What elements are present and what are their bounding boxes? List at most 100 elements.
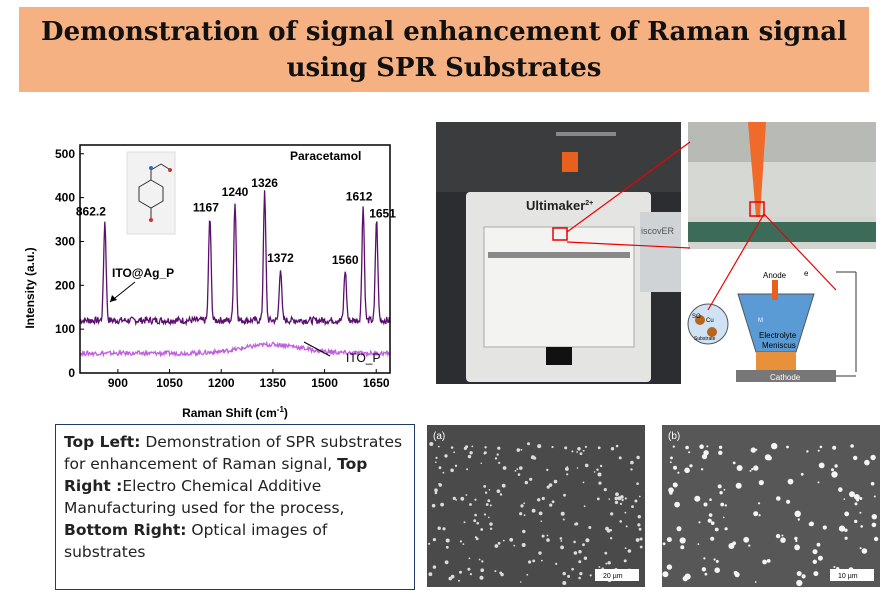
particle [582, 481, 585, 484]
series-label-ito-ag: ITO@Ag_P [112, 266, 174, 280]
x-axis-label: Raman Shift (cm-1) [182, 405, 288, 420]
particle [520, 504, 524, 508]
peak-label: 1560 [332, 253, 359, 267]
particle [546, 485, 550, 489]
particle [698, 521, 701, 524]
particle [502, 466, 507, 470]
particle [597, 446, 601, 450]
particle [596, 497, 600, 501]
particle [575, 522, 579, 526]
chart-svg: 900 1050 1200 1350 1500 16500100200300400500 … [23, 144, 396, 420]
particle [786, 499, 791, 504]
y-tick-label: 500 [55, 147, 75, 161]
particle [630, 468, 633, 471]
particle [615, 444, 619, 448]
electrolyte-label-2: Meniscus [762, 341, 796, 350]
particle [776, 496, 781, 501]
particle [494, 544, 499, 548]
y-tick-label: 200 [55, 278, 75, 292]
particle [717, 484, 722, 489]
particle [619, 520, 622, 523]
particle [448, 576, 453, 581]
particle [615, 492, 619, 497]
particle [487, 499, 491, 503]
particle [463, 521, 466, 524]
particle [467, 454, 472, 459]
particle [578, 560, 582, 564]
cathode-label: Cathode [770, 373, 801, 382]
particle [483, 451, 487, 455]
particle [662, 542, 666, 546]
particle [818, 462, 825, 469]
particle [596, 468, 599, 471]
particle [450, 446, 454, 449]
particle [520, 448, 523, 451]
cu-label: Cu [706, 318, 714, 324]
particle [751, 468, 754, 471]
x-tick-label: 1350 [260, 376, 287, 390]
particle [666, 537, 672, 543]
caption-bottom-right-text: Optical images of substrates [64, 521, 328, 561]
particle [476, 521, 479, 525]
particle [758, 502, 761, 505]
particle [871, 522, 877, 528]
particle [723, 516, 725, 519]
particle [603, 488, 607, 492]
particle [703, 502, 708, 507]
particle [522, 529, 526, 534]
particle [438, 483, 442, 487]
particle [609, 529, 613, 532]
particle [797, 518, 800, 521]
particle [701, 567, 707, 572]
title-banner: Demonstration of signal enhancement of R… [19, 7, 869, 92]
particle [483, 513, 487, 516]
particle [771, 442, 778, 450]
particle [623, 559, 627, 563]
particle [517, 473, 521, 476]
particle [674, 501, 680, 508]
series-label-ito: ITO_P [346, 351, 380, 365]
particle [871, 514, 877, 520]
particle [513, 544, 516, 547]
particle [527, 442, 530, 446]
particle [706, 445, 709, 448]
x-tick-label: 1500 [311, 376, 338, 390]
particle [850, 444, 854, 448]
particle [438, 466, 442, 470]
peak-label: 1240 [222, 185, 249, 199]
sem-b-label: (b) [668, 431, 680, 442]
particle [844, 528, 848, 532]
particle [844, 536, 848, 540]
particle [635, 538, 640, 542]
particle [434, 488, 438, 492]
particle [488, 516, 490, 519]
particle [532, 559, 536, 563]
particle [564, 446, 568, 450]
particle [713, 558, 716, 561]
particle [521, 543, 526, 547]
caption-top-left-label: Top Left: [64, 433, 141, 451]
plot-frame [79, 144, 391, 374]
particle [679, 537, 686, 544]
particle [546, 534, 549, 537]
x-tick-label: 1650 [363, 376, 390, 390]
particle [560, 540, 563, 542]
particle [499, 493, 503, 496]
particle [475, 537, 479, 541]
particle [489, 504, 492, 507]
particle [767, 455, 772, 461]
particle [567, 574, 571, 578]
y-tick-label: 100 [55, 322, 75, 336]
particle [714, 567, 720, 573]
particle [497, 446, 501, 450]
particle [775, 533, 781, 539]
particle [806, 450, 809, 453]
particle [474, 513, 477, 517]
title-line-1: Demonstration of signal enhancement of R… [41, 16, 847, 47]
sem-image-b: (b) 10 µm [662, 425, 880, 587]
printer-side-text: iscovER [641, 226, 675, 236]
particle [496, 489, 501, 493]
particle [471, 445, 474, 448]
particle [455, 499, 458, 501]
printer-brand: Ultimaker2+ [526, 198, 593, 213]
